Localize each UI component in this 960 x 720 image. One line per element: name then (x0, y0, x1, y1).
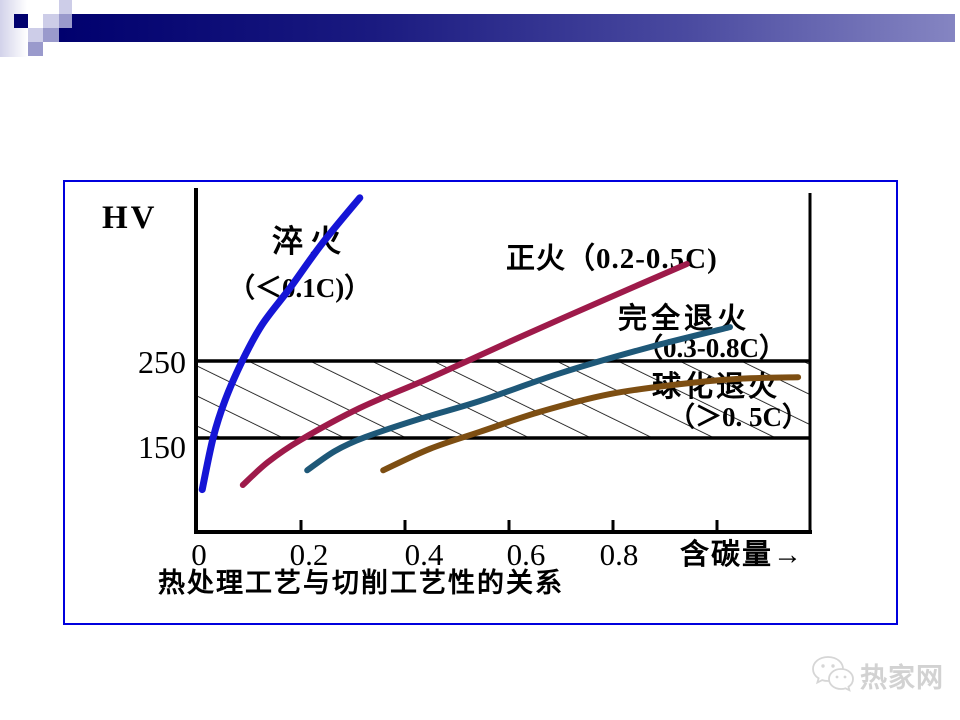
header-square-medium-2 (43, 28, 59, 42)
normalize-range: （0.2-0.5C) (566, 243, 718, 275)
y-axis-title: HV (102, 200, 158, 236)
header-square-light-2 (43, 14, 59, 28)
header-square-light-1 (59, 0, 72, 14)
header-square-medium-1 (59, 14, 72, 28)
curve-label-spheroidize-range: （＞0. 5C） (668, 402, 809, 432)
header-square-navy (14, 14, 28, 28)
curve-label-quench-range: （＜0.1C)） (228, 273, 372, 303)
watermark-text: 热家网 (860, 662, 944, 693)
header-square-medium-3 (28, 42, 43, 56)
x-tick-label-0.8: 0.8 (599, 537, 639, 572)
y-tick-label-250: 250 (138, 344, 186, 380)
curve-label-full-anneal: 完全退火 (618, 303, 751, 335)
curve-label-spheroidize: 球化退火 (652, 371, 781, 403)
x-tick-label-0.6: 0.6 (506, 537, 546, 572)
curve-label-normalize: 正火（0.2-0.5C) (506, 244, 718, 274)
chart-caption: 热处理工艺与切削工艺性的关系 (158, 568, 564, 598)
x-tick-label-0.2: 0.2 (289, 537, 329, 572)
curve-label-full-anneal-range: （0.3-0.8C） (636, 333, 786, 363)
header-bar (59, 14, 955, 42)
chart-panel-border (63, 180, 898, 625)
x-axis-title: 含碳量→ (680, 539, 805, 571)
normalize-name: 正火 (506, 243, 567, 275)
header-side-gradient (0, 0, 27, 57)
y-tick-label-150: 150 (138, 429, 186, 465)
x-tick-label-0: 0 (191, 537, 207, 572)
curve-label-quench: 淬火 (272, 224, 348, 259)
x-tick-label-0.4: 0.4 (404, 537, 444, 572)
header-square-light-3 (28, 28, 43, 42)
wechat-bubbles-icon (812, 656, 854, 692)
watermark: 热家网 (810, 653, 944, 697)
